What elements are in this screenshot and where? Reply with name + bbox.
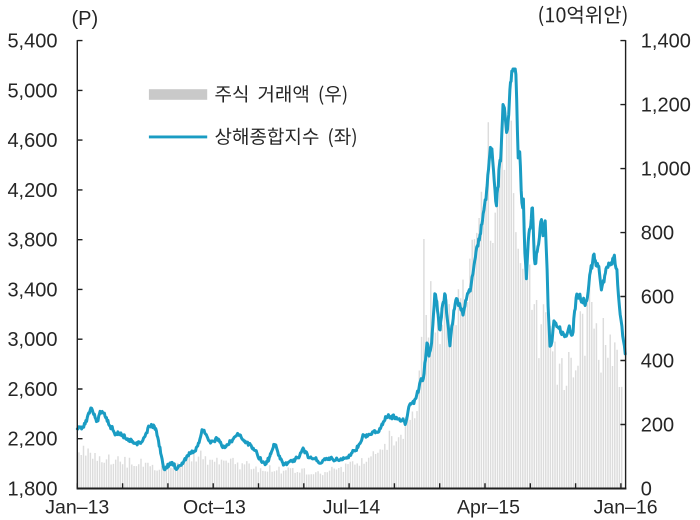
svg-text:3,400: 3,400 (7, 279, 57, 301)
svg-text:200: 200 (641, 415, 674, 437)
svg-text:Jan–13: Jan–13 (45, 497, 109, 519)
svg-text:5,400: 5,400 (7, 31, 57, 53)
svg-text:5,000: 5,000 (7, 80, 57, 102)
svg-text:600: 600 (641, 287, 674, 309)
svg-text:Jan–16: Jan–16 (594, 497, 658, 519)
svg-text:4,200: 4,200 (7, 180, 57, 202)
svg-text:2,600: 2,600 (7, 379, 57, 401)
svg-text:Apr–15: Apr–15 (457, 497, 520, 519)
svg-text:1,200: 1,200 (641, 95, 691, 117)
svg-text:Oct–13: Oct–13 (183, 497, 246, 519)
svg-text:1,000: 1,000 (641, 159, 691, 181)
svg-text:2,200: 2,200 (7, 429, 57, 451)
svg-text:Jul–14: Jul–14 (323, 497, 381, 519)
svg-text:0: 0 (641, 479, 652, 501)
svg-text:1,400: 1,400 (641, 31, 691, 53)
svg-text:3,000: 3,000 (7, 329, 57, 351)
svg-text:(P): (P) (71, 8, 98, 30)
svg-text:4,600: 4,600 (7, 130, 57, 152)
svg-text:800: 800 (641, 223, 674, 245)
svg-text:400: 400 (641, 351, 674, 373)
svg-text:3,800: 3,800 (7, 230, 57, 252)
svg-text:1,800: 1,800 (7, 479, 57, 501)
